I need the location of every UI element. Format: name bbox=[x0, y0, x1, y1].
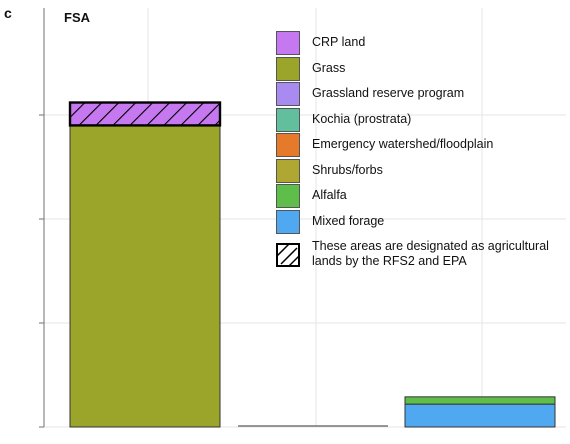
legend-label: Emergency watershed/floodplain bbox=[312, 137, 494, 151]
legend-label: Alfalfa bbox=[312, 188, 347, 202]
legend-label: Grassland reserve program bbox=[312, 86, 465, 100]
legend-swatch-alfalfa bbox=[276, 184, 300, 208]
legend-swatch-mixed-forage bbox=[276, 209, 300, 234]
bar-segment-alfalfa bbox=[404, 396, 556, 405]
legend-label: Kochia (prostrata) bbox=[312, 111, 412, 126]
legend-swatch-kochia bbox=[276, 107, 300, 132]
legend-swatch-emergency-watershed bbox=[276, 133, 300, 157]
hatch-note-text: These areas are designated as agricultur… bbox=[312, 239, 549, 268]
bar-segment-grass bbox=[69, 124, 221, 428]
legend-label: CRP land bbox=[312, 35, 366, 49]
bar-hatch-overlay-crp-land bbox=[68, 101, 222, 127]
legend-swatch-shrubs-forbs bbox=[276, 158, 300, 183]
panel-letter: c bbox=[4, 5, 12, 21]
legend-swatch-grass bbox=[276, 56, 300, 81]
legend-swatch-grassland-reserve-program bbox=[276, 82, 300, 106]
bar-segment-mixed-forage bbox=[404, 403, 556, 428]
panel-title: FSA bbox=[64, 10, 90, 25]
hatch-pattern-icon bbox=[276, 243, 300, 267]
legend-label: Mixed forage bbox=[312, 213, 385, 228]
legend-swatch-crp-land bbox=[276, 31, 300, 55]
legend-label: Shrubs/forbs bbox=[312, 162, 383, 177]
legend-label: Grass bbox=[312, 60, 346, 75]
